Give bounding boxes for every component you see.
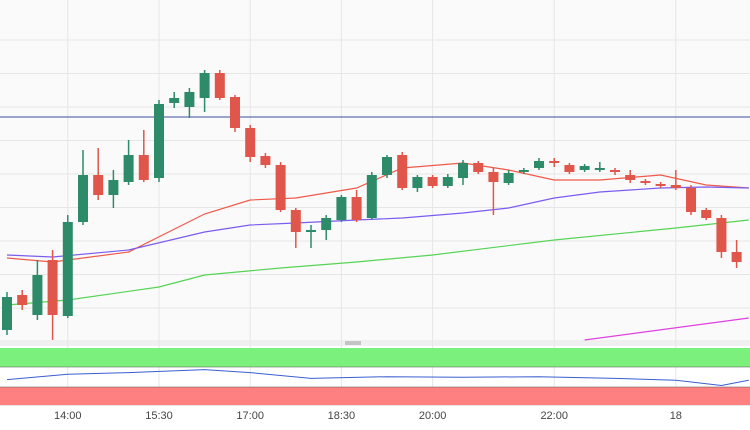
candle-body [93, 175, 104, 195]
plot-area [0, 0, 750, 340]
candle-body [549, 161, 560, 163]
candle-body [336, 197, 347, 220]
candle-body [366, 175, 377, 218]
candle-body [199, 73, 210, 98]
candle-body [214, 73, 225, 98]
candle-body [321, 218, 332, 230]
candle-body [655, 184, 666, 186]
candle-body [534, 161, 545, 168]
candle-body [686, 188, 697, 212]
x-tick-label: 15:30 [145, 410, 173, 422]
candle-body [397, 155, 408, 188]
candle-body [306, 230, 317, 232]
candle-body [731, 252, 742, 262]
x-tick-label: 20:00 [419, 410, 447, 422]
candle-body [625, 175, 636, 180]
candle-body [458, 163, 469, 178]
moving-average [6, 186, 749, 258]
candle-body [275, 165, 286, 210]
candle-body [351, 197, 362, 220]
x-tick-label: 22:00 [540, 410, 568, 422]
candle-body [427, 177, 438, 186]
candle-body [184, 92, 195, 107]
x-tick-label: 18 [670, 410, 682, 422]
candle-body [260, 156, 271, 165]
candle-body [108, 180, 119, 195]
candle-body [610, 170, 621, 172]
candle-body [579, 166, 590, 170]
moving-average [6, 219, 749, 306]
moving-average [584, 317, 749, 341]
oscillator-line [6, 369, 749, 387]
x-tick-label: 18:30 [328, 410, 356, 422]
candle-body [32, 275, 43, 315]
candle-body [488, 172, 499, 182]
candle-body [503, 173, 514, 183]
panel-divider [0, 340, 750, 346]
candle-body [716, 218, 727, 252]
candle-body [1, 297, 12, 330]
candle-body [47, 260, 58, 315]
candle-body [17, 295, 28, 305]
candle-body [442, 177, 453, 186]
candle-body [230, 97, 241, 128]
candle-body [62, 222, 73, 316]
candle-body [594, 168, 605, 170]
candle-body [412, 177, 423, 188]
candle-body [153, 104, 164, 178]
candle-body [518, 170, 529, 172]
candle-body [123, 155, 134, 182]
candle-body [290, 210, 301, 232]
candle-body [77, 175, 88, 222]
upper-band [0, 348, 750, 367]
candle-body [640, 181, 651, 183]
candle-body [473, 163, 484, 172]
lower-band [0, 387, 750, 405]
candle-body [564, 165, 575, 172]
candle-body [670, 185, 681, 188]
x-tick-label: 17:00 [236, 410, 264, 422]
candle-body [382, 157, 393, 175]
candle-body [701, 210, 712, 218]
candle-body [245, 128, 256, 157]
candle-body [169, 98, 180, 103]
candle-body [138, 155, 149, 180]
x-tick-label: 14:00 [54, 410, 82, 422]
